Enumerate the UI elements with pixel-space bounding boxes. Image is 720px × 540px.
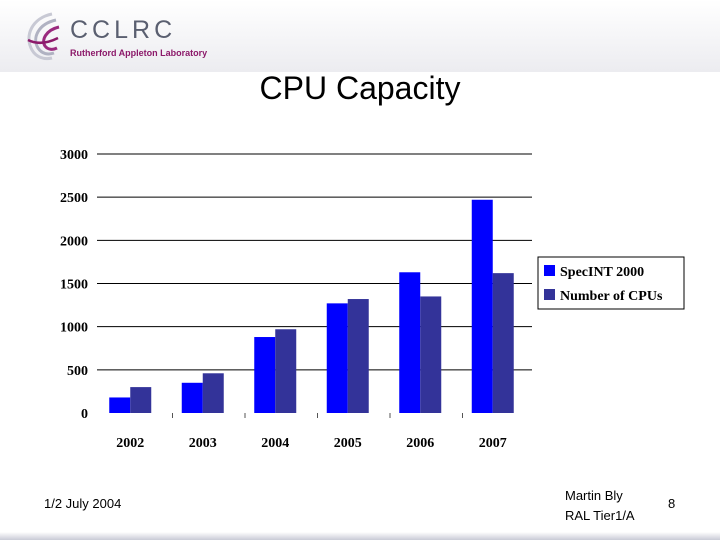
bar <box>399 272 421 413</box>
bar <box>471 199 493 413</box>
y-tick-label: 0 <box>81 407 88 422</box>
y-tick-label: 3000 <box>60 148 88 163</box>
legend-swatch <box>544 289 555 300</box>
x-tick-label: 2002 <box>116 436 144 451</box>
bar <box>130 387 152 413</box>
y-tick-label: 2500 <box>60 191 88 206</box>
bar <box>181 382 203 413</box>
footer-event: RAL Tier1/A <box>565 508 635 523</box>
y-tick-label: 1500 <box>60 278 88 293</box>
logo-wordmark: CCLRC <box>70 16 177 44</box>
x-tick-label: 2006 <box>406 436 434 451</box>
x-tick-label: 2004 <box>261 436 289 451</box>
footer-date: 1/2 July 2004 <box>44 496 122 511</box>
bar <box>109 397 131 413</box>
bar <box>254 337 276 413</box>
bar <box>275 329 297 413</box>
legend-label: Number of CPUs <box>560 289 663 304</box>
header-band <box>0 0 720 72</box>
legend-box <box>537 256 685 310</box>
bar <box>420 296 442 413</box>
x-tick-label: 2005 <box>334 436 362 451</box>
y-tick-label: 1000 <box>60 321 88 336</box>
slide-title: CPU Capacity <box>259 70 461 106</box>
swirl-icon <box>27 12 60 61</box>
bar <box>492 273 514 413</box>
legend-label: SpecINT 2000 <box>560 265 644 280</box>
cclrc-logo: CCLRC Rutherford Appleton Laboratory <box>22 10 212 66</box>
footer-author-block: Martin Bly RAL Tier1/A <box>565 486 635 526</box>
bottom-band <box>0 532 720 540</box>
logo-subtitle: Rutherford Appleton Laboratory <box>70 48 208 58</box>
legend-swatch <box>544 265 555 276</box>
page-number: 8 <box>668 496 676 511</box>
y-tick-label: 500 <box>67 364 88 379</box>
footer-author: Martin Bly <box>565 488 623 503</box>
y-tick-label: 2000 <box>60 234 88 249</box>
bar <box>326 303 348 413</box>
bar <box>202 373 224 413</box>
x-tick-label: 2007 <box>479 436 507 451</box>
bar <box>347 299 369 413</box>
x-tick-label: 2003 <box>189 436 217 451</box>
